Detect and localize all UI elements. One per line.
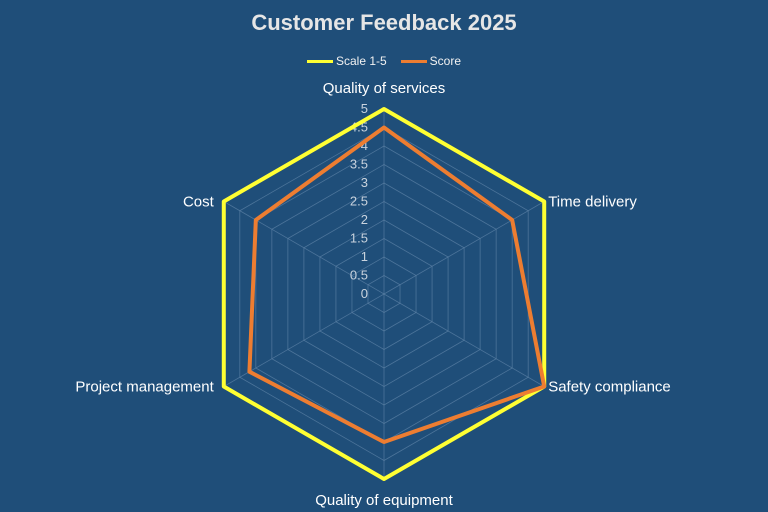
series-line-scale bbox=[221, 107, 547, 481]
legend-label-scale: Scale 1-5 bbox=[335, 54, 387, 68]
tick-label: 0 bbox=[361, 286, 368, 301]
category-label: Time delivery bbox=[548, 194, 637, 211]
category-label: Project management bbox=[75, 379, 214, 396]
grid-spoke-5 bbox=[223, 201, 385, 295]
legend-item-scale: Scale 1-5 bbox=[306, 54, 387, 68]
tick-label: 2 bbox=[361, 212, 368, 227]
series-line-score bbox=[247, 125, 547, 444]
tick-label: 3 bbox=[361, 175, 368, 190]
tick-label: 1 bbox=[361, 249, 368, 264]
chart-title: Customer Feedback 2025 bbox=[251, 10, 517, 35]
legend-item-score: Score bbox=[400, 54, 462, 68]
tick-label: 0.5 bbox=[350, 268, 368, 283]
grid-spoke-1 bbox=[383, 201, 545, 295]
category-label: Quality of equipment bbox=[315, 492, 453, 509]
tick-label: 4.5 bbox=[350, 120, 368, 135]
tick-label: 2.5 bbox=[350, 194, 368, 209]
tick-label: 5 bbox=[361, 101, 368, 116]
category-label: Quality of services bbox=[323, 80, 446, 97]
tick-label: 4 bbox=[361, 138, 368, 153]
grid-spoke-2 bbox=[383, 293, 545, 387]
category-label: Cost bbox=[183, 194, 215, 211]
legend-swatch-scale bbox=[306, 59, 333, 63]
category-label: Safety compliance bbox=[548, 379, 671, 396]
legend-swatch-score bbox=[400, 59, 427, 63]
tick-label: 1.5 bbox=[350, 231, 368, 246]
chart-legend: Scale 1-5 Score bbox=[0, 54, 768, 68]
legend-label-score: Score bbox=[429, 54, 462, 68]
tick-label: 3.5 bbox=[350, 157, 368, 172]
